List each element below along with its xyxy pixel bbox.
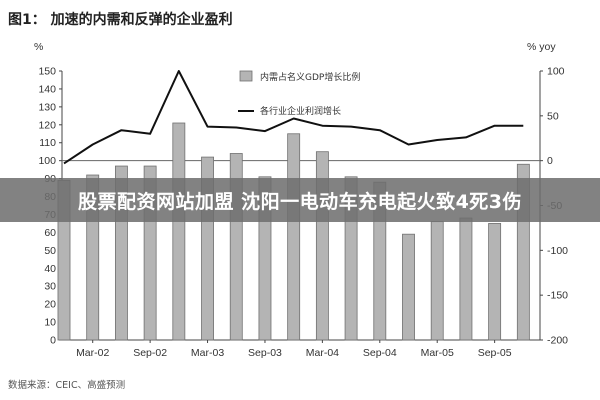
left-tick-label: 0	[50, 335, 56, 347]
right-tick-label: 100	[547, 66, 565, 78]
left-tick-label: 110	[39, 137, 56, 149]
left-tick-label: 20	[44, 299, 56, 311]
bar	[402, 233, 415, 341]
left-axis-unit: %	[34, 41, 43, 53]
bar	[430, 221, 444, 341]
legend-swatch-bar	[239, 70, 253, 82]
right-tick-label: 50	[547, 110, 559, 122]
left-tick-label: 40	[44, 263, 56, 275]
right-axis-unit: % yoy	[527, 41, 556, 53]
x-tick-label: Sep-02	[133, 347, 167, 359]
left-tick-label: 130	[38, 101, 56, 113]
x-tick-label: Sep-05	[478, 347, 512, 359]
bar	[488, 223, 502, 341]
right-tick-label: -100	[547, 245, 568, 257]
left-tick-label: 10	[44, 317, 56, 329]
left-tick-label: 100	[38, 155, 56, 167]
right-tick-label: 0	[547, 155, 553, 167]
legend-label-bar: 内需占名义GDP增长比例	[260, 71, 360, 83]
left-tick-label: 50	[44, 245, 56, 257]
right-tick-label: -200	[547, 335, 568, 347]
legend-label-line: 各行业企业利润增长	[260, 105, 341, 117]
overlay-text: 股票配资网站加盟 沈阳一电动车充电起火致4死3伤	[77, 190, 523, 213]
x-tick-label: Mar-03	[191, 347, 224, 359]
figure-title: 图1： 加速的内需和反弹的企业盈利	[8, 11, 233, 28]
x-tick-label: Mar-04	[306, 347, 339, 359]
left-tick-label: 120	[38, 119, 56, 131]
left-tick-label: 60	[44, 227, 56, 239]
bar	[459, 217, 473, 341]
x-tick-label: Sep-04	[363, 347, 397, 359]
x-tick-label: Mar-05	[421, 347, 454, 359]
right-tick-label: -150	[547, 290, 568, 302]
left-tick-label: 150	[38, 66, 56, 78]
overlay-banner: 股票配资网站加盟 沈阳一电动车充电起火致4死3伤	[0, 178, 600, 222]
bar	[172, 122, 186, 341]
left-tick-label: 30	[44, 281, 56, 293]
series-line	[63, 70, 524, 165]
x-tick-label: Mar-02	[76, 347, 109, 359]
source-note: 数据来源：CEIC、高盛预测	[8, 379, 125, 391]
left-tick-label: 140	[38, 83, 56, 95]
x-tick-label: Sep-03	[248, 347, 282, 359]
bar	[287, 133, 301, 341]
